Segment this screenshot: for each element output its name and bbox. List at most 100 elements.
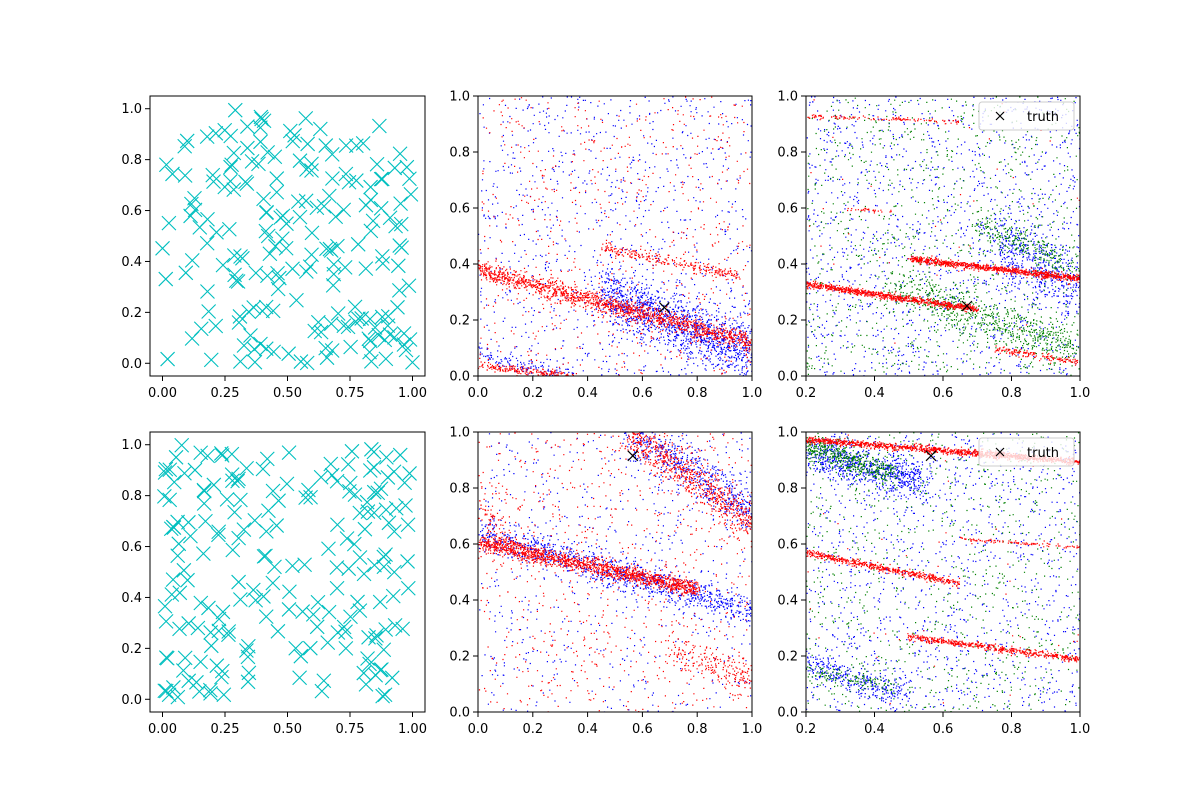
sample-point xyxy=(298,193,314,209)
sample-point xyxy=(215,604,231,620)
sample-point xyxy=(232,592,248,607)
y-tick-label: 0.2 xyxy=(121,642,142,657)
sample-point xyxy=(293,354,309,369)
y-tick-label: 1.0 xyxy=(121,102,142,117)
sample-point xyxy=(362,656,378,672)
sample-point xyxy=(330,238,345,254)
sample-point xyxy=(351,311,366,327)
x-tick-label: 1.00 xyxy=(398,722,427,737)
sample-point xyxy=(181,616,197,631)
sample-point xyxy=(398,342,414,358)
sample-point xyxy=(298,110,314,126)
y-tick-label: 0.0 xyxy=(777,370,798,385)
y-tick-label: 0.2 xyxy=(449,650,470,665)
x-tick-label: 0.8 xyxy=(1001,386,1022,401)
x-tick-label: 0.75 xyxy=(336,722,365,737)
sample-point xyxy=(367,320,383,335)
sample-point xyxy=(386,524,402,539)
sample-point xyxy=(310,594,326,610)
sample-point xyxy=(393,196,408,212)
y-tick-label: 0.4 xyxy=(121,591,142,606)
sample-point xyxy=(362,344,377,360)
sample-point xyxy=(362,311,378,327)
sample-point xyxy=(299,355,315,371)
sample-point xyxy=(219,491,235,507)
sample-point xyxy=(221,627,236,643)
sample-point xyxy=(305,607,321,622)
y-tick-label: 0.4 xyxy=(449,258,470,273)
axes-frame xyxy=(149,95,426,377)
sample-point xyxy=(267,149,283,165)
x-tick-label: 1.00 xyxy=(398,386,427,401)
sample-point xyxy=(328,209,344,225)
x-tick-label: 0.00 xyxy=(148,722,177,737)
y-tick-label: 0.6 xyxy=(449,202,470,217)
sample-point xyxy=(358,261,374,277)
y-tick-label: 0.6 xyxy=(121,540,142,555)
y-tick-label: 1.0 xyxy=(449,90,470,105)
x-tick-label: 0.8 xyxy=(687,722,708,737)
sample-point xyxy=(256,191,271,207)
sample-point xyxy=(352,603,368,619)
sample-point xyxy=(399,159,415,175)
plot-area xyxy=(806,432,1080,712)
x-tick-label: 0.4 xyxy=(577,386,598,401)
sample-point xyxy=(179,133,195,149)
sample-point xyxy=(269,184,285,200)
sample-point xyxy=(347,487,363,502)
sample-point xyxy=(342,475,358,491)
x-tick-label: 1.0 xyxy=(1070,386,1091,401)
sample-point xyxy=(158,650,174,666)
sample-point xyxy=(290,194,306,210)
plot-area xyxy=(806,96,1080,376)
sample-point xyxy=(180,572,195,588)
sample-point xyxy=(398,498,413,513)
sample-point xyxy=(275,208,291,224)
y-tick-label: 0.6 xyxy=(777,538,798,553)
sample-point xyxy=(201,304,217,319)
sample-point xyxy=(402,466,417,481)
sample-point xyxy=(274,231,290,246)
sample-point xyxy=(266,344,282,360)
sample-point xyxy=(170,689,186,705)
sample-point xyxy=(297,557,312,573)
y-tick-label: 1.0 xyxy=(121,438,142,453)
x-tick-label: 0.8 xyxy=(687,386,708,401)
sample-point xyxy=(214,447,230,463)
sample-point xyxy=(156,488,172,504)
sample-point xyxy=(200,448,216,464)
sample-point xyxy=(177,138,193,154)
sample-point xyxy=(227,102,243,118)
sample-point xyxy=(319,241,334,257)
sample-point xyxy=(321,541,336,557)
sample-point xyxy=(231,471,246,487)
sample-point xyxy=(279,476,295,492)
sample-point xyxy=(313,324,329,340)
sample-point xyxy=(203,686,218,701)
sample-point xyxy=(281,445,297,461)
sample-point xyxy=(196,496,212,511)
sample-point xyxy=(292,153,308,169)
sample-point xyxy=(260,228,276,244)
sample-point xyxy=(258,223,274,239)
sample-point xyxy=(304,163,319,178)
y-tick-label: 0.0 xyxy=(121,357,142,372)
sample-point xyxy=(369,156,385,172)
sample-point xyxy=(243,328,258,343)
sample-point xyxy=(248,265,264,281)
sample-point xyxy=(201,600,216,616)
sample-point xyxy=(340,319,356,335)
sample-point xyxy=(302,640,318,656)
sample-point xyxy=(282,123,298,139)
y-tick-label: 0.8 xyxy=(121,489,142,504)
sample-point xyxy=(358,197,374,213)
sample-point xyxy=(338,138,354,153)
y-tick-label: 0.8 xyxy=(121,153,142,168)
sample-point xyxy=(336,202,352,218)
sample-point xyxy=(330,306,346,321)
sample-point xyxy=(281,346,297,362)
sample-point xyxy=(314,683,330,699)
sample-point xyxy=(293,648,309,664)
sample-point xyxy=(214,669,229,685)
sample-point xyxy=(350,594,365,610)
